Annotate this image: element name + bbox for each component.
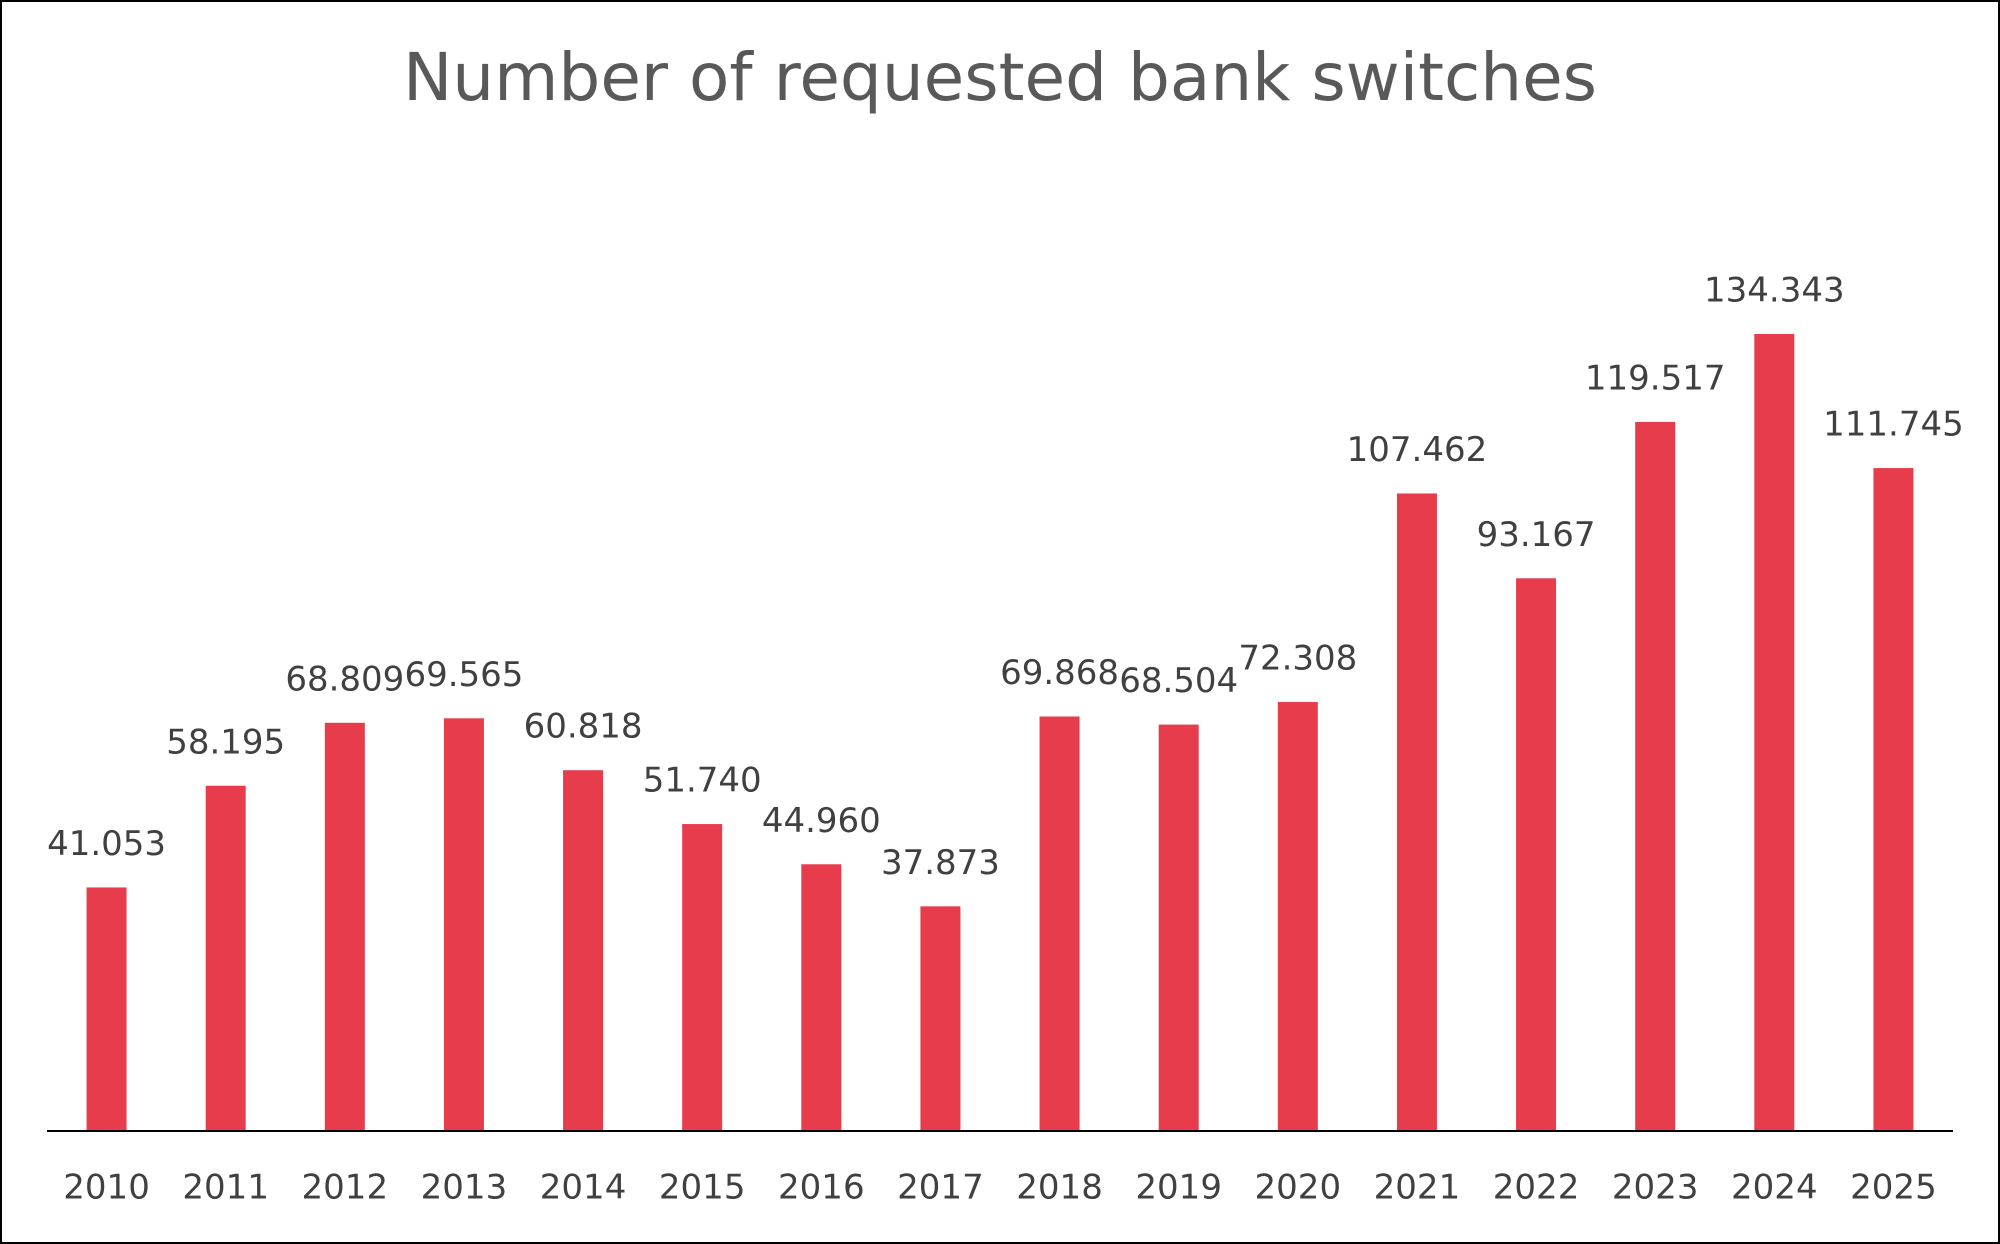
bar	[563, 770, 604, 1131]
bar	[1635, 421, 1676, 1131]
x-tick-label: 2015	[659, 1168, 746, 1208]
bar	[86, 887, 127, 1131]
bar	[443, 718, 484, 1131]
x-tick-label: 2016	[778, 1168, 865, 1208]
x-tick-label: 2023	[1612, 1168, 1699, 1208]
data-label: 119.517	[1585, 358, 1726, 398]
bar	[1516, 578, 1557, 1131]
chart-title: Number of requested bank switches	[403, 39, 1597, 116]
data-label: 60.818	[524, 707, 643, 747]
x-tick-label: 2025	[1850, 1168, 1937, 1208]
bar	[1754, 334, 1795, 1131]
bar	[1039, 716, 1080, 1131]
data-label: 51.740	[643, 761, 762, 801]
x-tick-label: 2017	[897, 1168, 984, 1208]
bar	[1396, 493, 1437, 1131]
data-label: 72.308	[1238, 639, 1357, 679]
x-tick-label: 2012	[302, 1168, 389, 1208]
bar	[920, 906, 961, 1131]
bar	[1277, 702, 1318, 1131]
data-label: 69.565	[404, 655, 523, 695]
data-label: 111.745	[1823, 405, 1964, 445]
x-tick-label: 2021	[1374, 1168, 1461, 1208]
bar	[1158, 724, 1199, 1131]
data-label: 68.504	[1119, 661, 1238, 701]
bar	[205, 785, 246, 1131]
x-tick-label: 2010	[63, 1168, 150, 1208]
x-tick-label: 2024	[1731, 1168, 1818, 1208]
data-label: 41.053	[47, 824, 166, 864]
data-label: 134.343	[1704, 271, 1845, 311]
data-label: 37.873	[881, 843, 1000, 883]
x-tick-label: 2014	[540, 1168, 627, 1208]
x-tick-label: 2019	[1135, 1168, 1222, 1208]
bar	[1873, 468, 1914, 1131]
data-label: 44.960	[762, 801, 881, 841]
x-tick-label: 2018	[1016, 1168, 1103, 1208]
data-label: 93.167	[1477, 515, 1596, 555]
data-label: 107.462	[1347, 430, 1488, 470]
data-label: 69.868	[1000, 653, 1119, 693]
data-label: 58.195	[166, 722, 285, 762]
x-tick-label: 2013	[421, 1168, 508, 1208]
data-label: 68.809	[285, 659, 404, 699]
x-tick-label: 2020	[1255, 1168, 1342, 1208]
bar	[801, 864, 842, 1131]
x-tick-label: 2011	[182, 1168, 269, 1208]
bar	[682, 824, 723, 1131]
x-tick-label: 2022	[1493, 1168, 1580, 1208]
bar	[324, 722, 365, 1131]
